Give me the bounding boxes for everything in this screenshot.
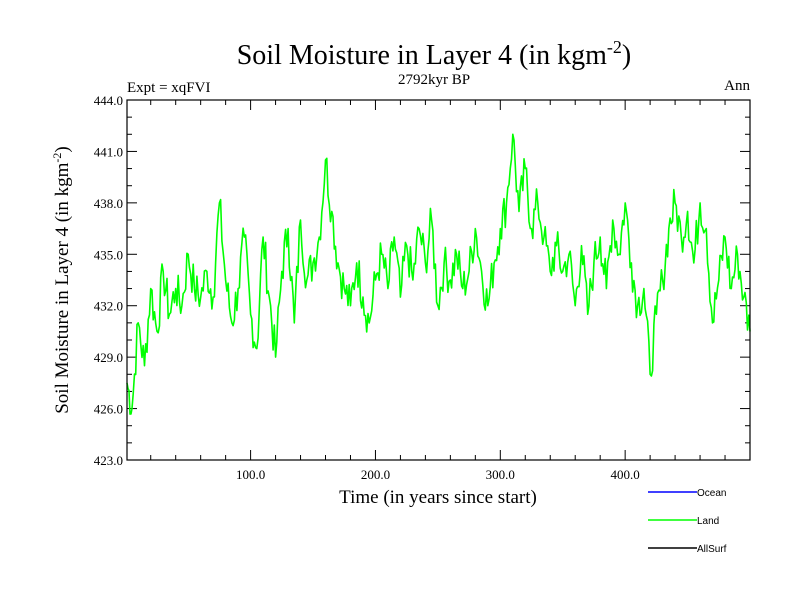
plot-frame	[126, 99, 751, 461]
land-series-line	[126, 133, 751, 415]
y-tick-label: 429.0	[94, 350, 123, 365]
y-tick-label: 435.0	[94, 247, 123, 262]
y-tick-label: 423.0	[94, 453, 123, 468]
chart-title-main: Soil Moisture in Layer 4 (in kgm	[237, 40, 607, 71]
legend-label-land: Land	[697, 516, 719, 527]
x-tick-label: 100.0	[236, 467, 265, 482]
y-axis-label-main: Soil Moisture in Layer 4 (in kgm	[52, 162, 73, 413]
y-tick-label: 432.0	[94, 299, 123, 314]
y-tick-label: 444.0	[94, 93, 123, 108]
legend: Ocean Land AllSurf	[648, 488, 727, 555]
y-axis-label-close: )	[52, 146, 73, 152]
y-axis-label-superscript: -2	[50, 153, 64, 163]
chart-title-close: )	[622, 40, 631, 71]
y-axis-label: Soil Moisture in Layer 4 (in kgm-2)	[50, 146, 73, 414]
chart-title-superscript: -2	[607, 37, 622, 57]
legend-label-allsurf: AllSurf	[697, 544, 727, 555]
experiment-label: Expt = xqFVI	[127, 80, 210, 96]
x-tick-label: 400.0	[611, 467, 640, 482]
legend-label-ocean: Ocean	[697, 488, 726, 499]
y-tick-label: 438.0	[94, 196, 123, 211]
x-axis-label: Time (in years since start)	[339, 487, 537, 508]
chart-title: Soil Moisture in Layer 4 (in kgm-2)	[237, 37, 632, 71]
tick-labels: 423.0 426.0 429.0 432.0 435.0 438.0 441.0 444.0…	[94, 93, 640, 482]
y-tick-label: 441.0	[94, 144, 123, 159]
chart-subtitle: 2792kyr BP	[398, 72, 470, 88]
y-tick-label: 426.0	[94, 402, 123, 417]
season-label: Ann	[724, 78, 750, 94]
x-tick-label: 200.0	[361, 467, 390, 482]
axis-ticks	[127, 99, 750, 461]
x-tick-label: 300.0	[486, 467, 515, 482]
